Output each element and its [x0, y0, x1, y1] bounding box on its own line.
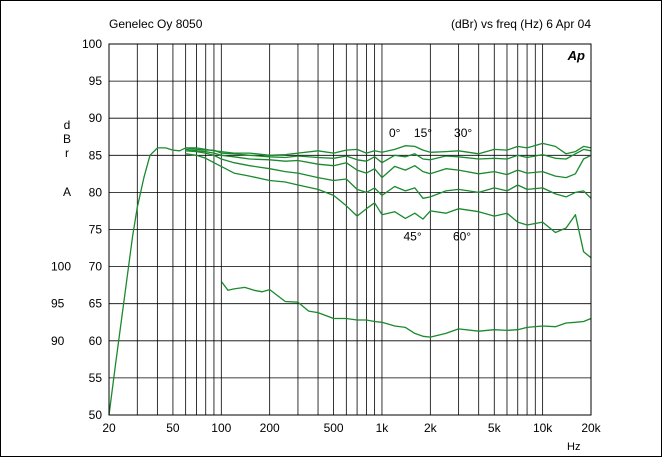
y-tick-label: 80	[89, 185, 103, 199]
x-tick-label: 2k	[424, 421, 438, 435]
x-axis-label: Hz	[567, 441, 580, 453]
angle-label: 60°	[453, 230, 471, 244]
angle-label: 15°	[414, 126, 432, 140]
x-tick-label: 20	[102, 421, 116, 435]
y-tick-label: 85	[89, 148, 103, 162]
x-tick-label: 5k	[488, 421, 502, 435]
y-tick-labels: 50 55 60 65 70 75 80 85 90 95 100	[82, 37, 102, 422]
x-tick-label: 500	[324, 421, 344, 435]
y-tick-label: 60	[89, 334, 103, 348]
x-tick-label: 200	[260, 421, 280, 435]
plot-border	[108, 43, 592, 416]
y-label-letter: d	[64, 118, 71, 132]
x-tick-label: 100	[211, 421, 231, 435]
x-tick-label: 50	[166, 421, 180, 435]
chart-header-right: (dBr) vs freq (Hz) 6 Apr 04	[451, 17, 591, 31]
ap-logo: Ap	[567, 48, 585, 63]
response-curve	[185, 147, 592, 164]
secondary-y-tick-label: 90	[51, 334, 65, 348]
y-tick-label: 65	[89, 297, 103, 311]
secondary-y-tick-labels: 90 95 100	[51, 260, 71, 348]
angle-label: 0°	[389, 126, 401, 140]
y-label-letter: r	[65, 146, 69, 160]
chart-header-left: Genelec Oy 8050	[109, 17, 203, 31]
response-curve	[108, 142, 592, 416]
angle-label: 45°	[403, 230, 421, 244]
y-tick-label: 90	[89, 111, 103, 125]
secondary-y-tick-label: 95	[51, 297, 65, 311]
response-curves	[108, 142, 592, 416]
y-tick-label: 75	[89, 223, 103, 237]
angle-label: 30°	[454, 126, 472, 140]
y-axis-label: dBr A	[63, 118, 71, 199]
response-curve	[185, 153, 592, 259]
y-tick-label: 50	[89, 408, 103, 422]
y-label-letter: A	[63, 185, 71, 199]
y-tick-label: 70	[89, 260, 103, 274]
y-tick-label: 55	[89, 371, 103, 385]
x-tick-labels: 20 50 100 200 500 1k 2k 5k 10k 20k	[102, 421, 601, 435]
response-curve	[185, 150, 592, 199]
x-tick-label: 1k	[376, 421, 390, 435]
response-curve	[185, 148, 592, 179]
x-tick-label: 10k	[533, 421, 553, 435]
angle-annotations: 0° 15° 30° 45° 60°	[389, 126, 472, 244]
secondary-y-tick-label: 100	[51, 260, 71, 274]
response-curve	[220, 281, 592, 338]
y-label-letter: B	[63, 132, 71, 146]
grid-lines	[108, 43, 592, 416]
y-tick-label: 95	[89, 74, 103, 88]
y-tick-label: 100	[82, 37, 102, 51]
x-tick-label: 20k	[581, 421, 601, 435]
